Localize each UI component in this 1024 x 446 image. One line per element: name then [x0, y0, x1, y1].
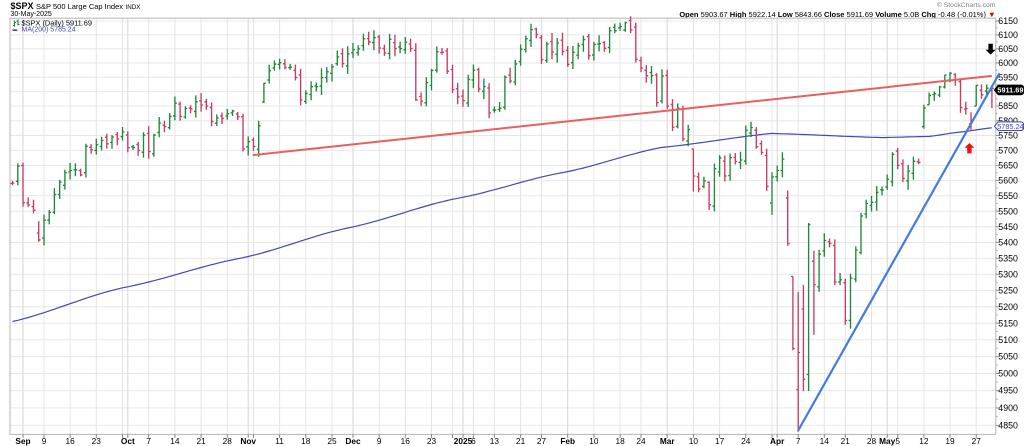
- svg-text:5750: 5750: [998, 131, 1018, 141]
- svg-text:12: 12: [919, 436, 929, 446]
- svg-text:5400: 5400: [998, 238, 1018, 248]
- svg-text:21: 21: [516, 436, 526, 446]
- svg-text:6000: 6000: [998, 58, 1018, 68]
- svg-text:5500: 5500: [998, 206, 1018, 216]
- svg-text:27: 27: [972, 436, 982, 446]
- svg-text:5350: 5350: [998, 253, 1018, 263]
- svg-text:Nov: Nov: [240, 436, 256, 446]
- svg-text:Mar: Mar: [660, 436, 676, 446]
- svg-text:May: May: [879, 436, 896, 446]
- svg-text:14: 14: [170, 436, 180, 446]
- svg-text:28: 28: [223, 436, 233, 446]
- svg-text:9: 9: [42, 436, 47, 446]
- svg-text:5800: 5800: [998, 116, 1018, 126]
- svg-text:5050: 5050: [998, 352, 1018, 362]
- svg-text:5550: 5550: [998, 191, 1018, 201]
- svg-text:5850: 5850: [998, 101, 1018, 111]
- svg-text:5000: 5000: [998, 369, 1018, 379]
- svg-text:16: 16: [65, 436, 75, 446]
- svg-text:14: 14: [820, 436, 830, 446]
- svg-text:19: 19: [945, 436, 955, 446]
- svg-text:MA(200) 5785.24: MA(200) 5785.24: [22, 27, 76, 34]
- svg-text:5200: 5200: [998, 302, 1018, 312]
- svg-text:25: 25: [327, 436, 337, 446]
- svg-text:5650: 5650: [998, 161, 1018, 171]
- svg-text:5150: 5150: [998, 318, 1018, 328]
- svg-text:18: 18: [301, 436, 311, 446]
- svg-text:10: 10: [589, 436, 599, 446]
- svg-text:5100: 5100: [998, 335, 1018, 345]
- svg-text:5250: 5250: [998, 286, 1018, 296]
- svg-text:24: 24: [741, 436, 751, 446]
- svg-text:23: 23: [92, 436, 102, 446]
- svg-text:24: 24: [636, 436, 646, 446]
- svg-text:27: 27: [537, 436, 547, 446]
- svg-text:28: 28: [867, 436, 877, 446]
- svg-text:6: 6: [471, 436, 476, 446]
- svg-text:5785.24: 5785.24: [997, 122, 1023, 131]
- svg-text:23: 23: [427, 436, 437, 446]
- svg-text:2025: 2025: [454, 436, 473, 446]
- svg-text:5700: 5700: [998, 146, 1018, 156]
- svg-text:6150: 6150: [998, 16, 1018, 26]
- svg-text:Dec: Dec: [345, 436, 361, 446]
- svg-text:11: 11: [275, 436, 284, 446]
- svg-text:17: 17: [715, 436, 725, 446]
- svg-text:$SPX (Daily) 5911.69: $SPX (Daily) 5911.69: [22, 19, 93, 28]
- svg-text:18: 18: [615, 436, 625, 446]
- svg-text:13: 13: [490, 436, 500, 446]
- svg-text:16: 16: [401, 436, 411, 446]
- svg-text:5600: 5600: [998, 176, 1018, 186]
- svg-text:Feb: Feb: [560, 436, 575, 446]
- svg-text:21: 21: [196, 436, 206, 446]
- svg-text:5450: 5450: [998, 222, 1018, 232]
- svg-text:4900: 4900: [998, 403, 1018, 413]
- svg-text:6100: 6100: [998, 30, 1018, 40]
- svg-text:Sep: Sep: [15, 436, 30, 446]
- svg-text:6050: 6050: [998, 44, 1018, 54]
- svg-text:Apr: Apr: [770, 436, 785, 446]
- svg-text:21: 21: [841, 436, 851, 446]
- svg-text:9: 9: [377, 436, 382, 446]
- svg-text:5300: 5300: [998, 269, 1018, 279]
- svg-text:10: 10: [689, 436, 699, 446]
- svg-text:7: 7: [146, 436, 151, 446]
- svg-text:4850: 4850: [998, 421, 1018, 431]
- svg-text:5911.69: 5911.69: [997, 86, 1023, 95]
- svg-text:7: 7: [796, 436, 801, 446]
- svg-text:4950: 4950: [998, 386, 1018, 396]
- svg-text:Oct: Oct: [121, 436, 135, 446]
- svg-text:5950: 5950: [998, 72, 1018, 82]
- svg-text:5: 5: [895, 436, 900, 446]
